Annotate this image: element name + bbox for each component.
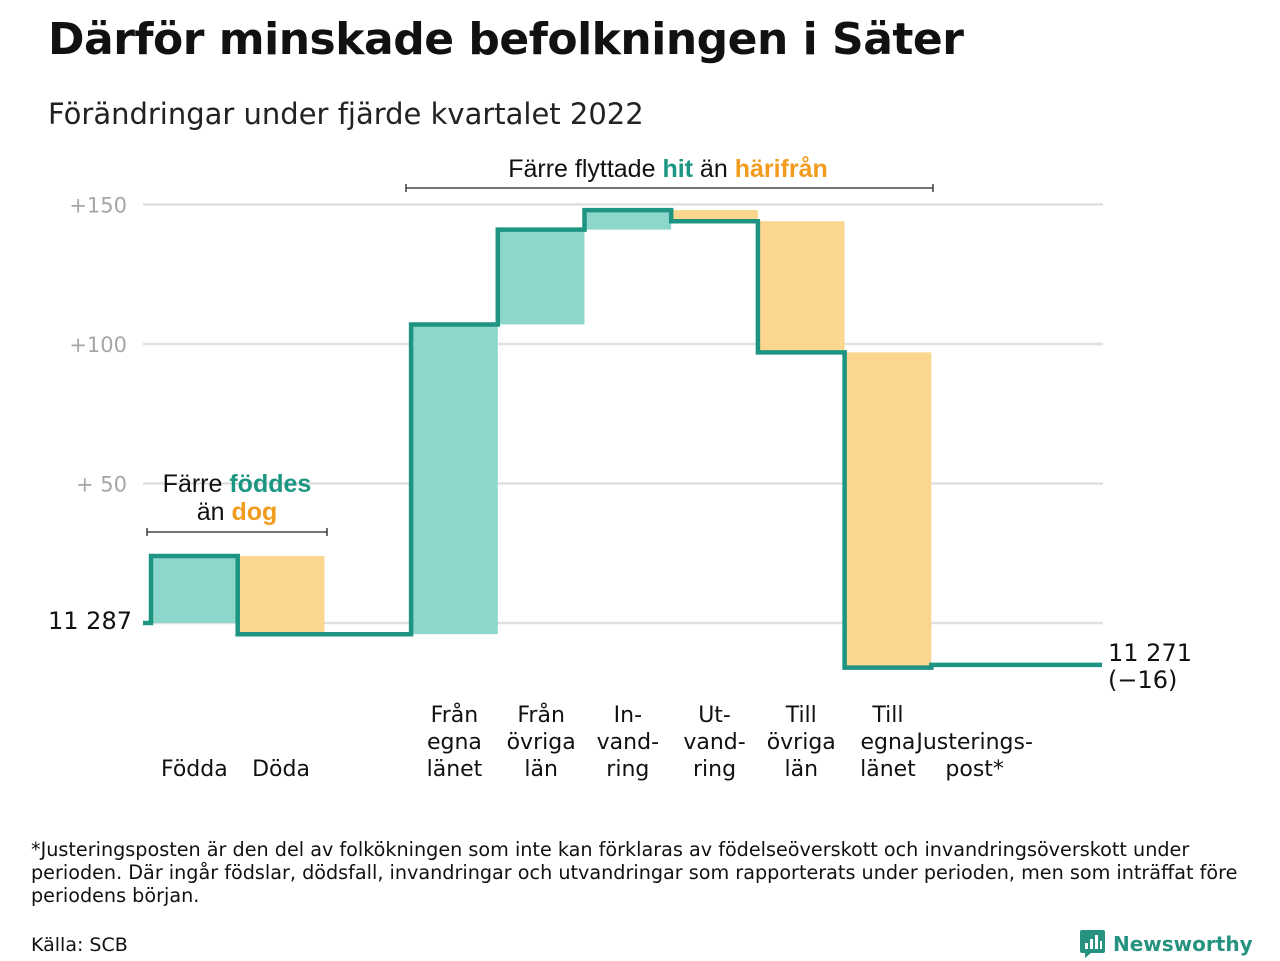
bar-1: [237, 556, 325, 635]
category-label: Från: [431, 702, 479, 728]
end-value-label: 11 271: [1108, 639, 1192, 667]
migration-annotation: Färre flyttade hit än härifrån: [508, 155, 828, 183]
category-label: län: [784, 757, 818, 782]
y-tick-label: +150: [69, 194, 127, 218]
category-label: Ut-: [698, 703, 731, 728]
chart-title: Därför minskade befolkningen i Säter: [48, 14, 964, 65]
category-label: länet: [860, 757, 916, 782]
newsworthy-logo-icon: [1080, 930, 1105, 958]
bar-8: [844, 352, 932, 668]
category-label: övriga: [767, 730, 836, 755]
waterfall-chart: +150+100+ 50 Födda DödaFrånegnalänetFrånö…: [48, 155, 1192, 782]
category-label: ring: [606, 757, 649, 782]
category-label: Justerings-: [914, 730, 1033, 755]
y-axis-ticks: +150 +100 + 50: [69, 194, 127, 497]
bar-7: [757, 221, 845, 353]
category-label: övriga: [507, 730, 576, 755]
chart-subtitle: Förändringar under fjärde kvartalet 2022: [48, 97, 644, 131]
category-label: In-: [614, 703, 642, 728]
bar-5: [584, 210, 672, 230]
running-total-line: [143, 207, 1102, 670]
end-change-label: (−16): [1108, 666, 1177, 694]
bar-4: [497, 229, 585, 325]
start-value-label: 11 287: [48, 607, 132, 635]
category-label: Födda: [161, 757, 228, 782]
category-label: Döda: [252, 757, 310, 782]
brand-name: Newsworthy: [1113, 932, 1253, 956]
category-label: länet: [427, 757, 483, 782]
category-label: Till: [871, 703, 903, 728]
bar-3: [411, 324, 498, 635]
source-label: Källa: SCB: [31, 934, 128, 956]
category-label: egna: [860, 730, 915, 755]
category-label: Från: [517, 702, 565, 728]
birth-annotation-line2: än dog: [197, 498, 278, 526]
category-label: post*: [945, 757, 1004, 782]
y-tick-label: + 50: [76, 473, 127, 497]
footnote: *Justeringsposten är den del av folkökni…: [31, 838, 1238, 907]
birth-annotation-line1: Färre föddes: [163, 470, 312, 498]
category-label: ring: [693, 757, 736, 782]
running-total-path: [143, 207, 1102, 670]
bars: [151, 210, 932, 668]
category-label: län: [524, 757, 558, 782]
category-label: egna: [427, 730, 482, 755]
y-tick-label: +100: [69, 333, 127, 357]
category-label: vand-: [597, 730, 659, 755]
bar-6: [671, 210, 758, 222]
category-label: vand-: [683, 730, 745, 755]
category-labels: Födda DödaFrånegnalänetFrånövrigalänIn-va…: [161, 702, 1033, 782]
brand-logo[interactable]: Newsworthy: [1079, 927, 1253, 961]
bar-0: [151, 556, 238, 623]
category-label: Till: [785, 703, 817, 728]
